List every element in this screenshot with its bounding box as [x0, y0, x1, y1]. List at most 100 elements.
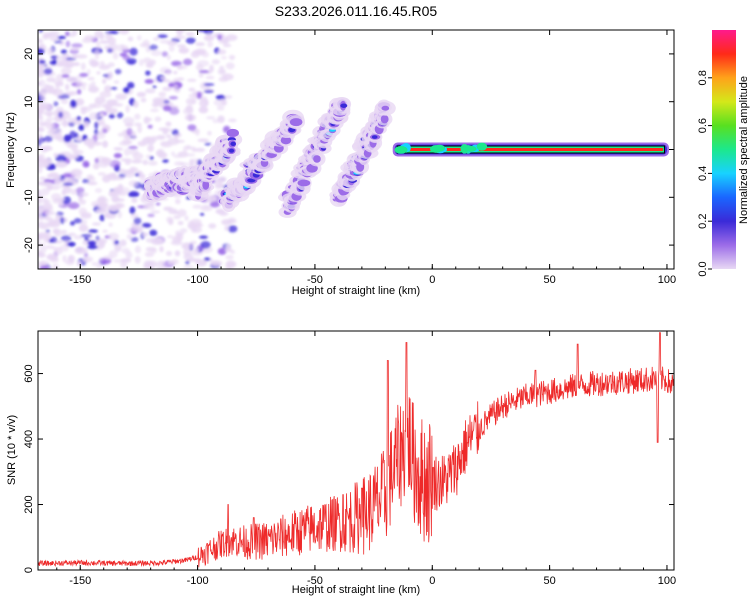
- noise-blob: [220, 98, 226, 103]
- noise-blob: [52, 88, 64, 97]
- noise-blob: [39, 176, 47, 181]
- noise-blob: [194, 248, 200, 253]
- noise-blob: [113, 153, 122, 159]
- noise-blob: [168, 208, 178, 215]
- noise-blob: [115, 93, 128, 100]
- noise-blob: [150, 108, 159, 113]
- noise-blob: [195, 147, 206, 152]
- spectrogram-x-ticks: -150 -100 -50 0 50 100: [56, 30, 676, 286]
- noise-blob: [182, 107, 194, 115]
- y-tick-label: 20: [23, 48, 35, 60]
- noise-blob: [59, 244, 70, 252]
- noise-blob: [165, 121, 172, 127]
- noise-blob: [153, 99, 165, 106]
- noise-blob: [41, 145, 49, 153]
- noise-blob: [145, 70, 151, 76]
- noise-blob: [93, 61, 100, 67]
- noise-blob: [96, 261, 102, 269]
- noise-blob: [124, 122, 134, 127]
- noise-blob: [80, 233, 92, 238]
- noise-blob: [111, 194, 120, 203]
- noise-blob: [198, 106, 209, 114]
- noise-blob: [134, 245, 142, 254]
- noise-blob: [65, 259, 75, 266]
- noise-blob: [208, 223, 217, 229]
- noise-blob: [144, 88, 156, 94]
- noise-blob: [144, 251, 155, 257]
- noise-blob: [79, 199, 87, 205]
- noise-blob: [94, 187, 103, 194]
- noise-blob: [198, 72, 204, 78]
- noise-blob: [160, 265, 168, 269]
- noise-blob: [38, 197, 49, 204]
- noise-blob: [126, 58, 137, 65]
- noise-blob: [210, 260, 223, 267]
- spectrogram-noise-layer: [38, 30, 238, 269]
- noise-blob: [171, 129, 179, 136]
- noise-blob: [149, 229, 158, 237]
- noise-blob: [82, 160, 90, 168]
- noise-blob: [215, 208, 225, 215]
- noise-blob: [104, 212, 113, 217]
- noise-blob: [102, 174, 111, 183]
- noise-blob: [110, 86, 118, 90]
- noise-blob: [133, 217, 142, 225]
- noise-blob: [149, 155, 154, 161]
- noise-blob: [38, 79, 46, 87]
- noise-blob: [53, 198, 62, 202]
- noise-blob: [69, 130, 77, 139]
- noise-blob: [168, 82, 175, 88]
- noise-blob: [102, 255, 114, 261]
- noise-blob: [104, 33, 113, 41]
- noise-blob: [92, 162, 100, 170]
- noise-blob: [114, 244, 122, 252]
- noise-blob: [205, 76, 215, 80]
- colorbar-tick-label: 0.6: [697, 118, 709, 133]
- track-blob: [226, 128, 239, 138]
- noise-blob: [45, 235, 50, 240]
- noise-blob: [38, 138, 42, 147]
- noise-blob: [38, 216, 47, 220]
- noise-blob: [50, 236, 58, 243]
- noise-blob: [217, 247, 227, 255]
- noise-blob: [161, 51, 169, 57]
- noise-blob: [147, 144, 155, 152]
- noise-blob: [185, 153, 196, 157]
- noise-blob: [87, 143, 95, 149]
- noise-blob: [88, 86, 100, 93]
- noise-blob: [109, 160, 121, 168]
- noise-blob: [44, 211, 56, 216]
- noise-blob: [158, 127, 170, 132]
- noise-blob: [38, 68, 45, 73]
- noise-blob: [162, 86, 173, 92]
- noise-blob: [78, 224, 89, 232]
- noise-blob: [182, 265, 195, 269]
- snr-clip: [38, 332, 674, 568]
- noise-blob: [221, 55, 228, 60]
- y-tick-label: 0: [23, 567, 35, 573]
- noise-blob: [131, 198, 138, 203]
- noise-blob: [137, 125, 142, 134]
- noise-blob: [51, 175, 61, 180]
- noise-blob: [126, 227, 134, 233]
- noise-blob: [95, 45, 103, 50]
- x-tick-label: 0: [429, 274, 435, 286]
- noise-blob: [174, 161, 185, 166]
- noise-blob: [106, 48, 114, 53]
- noise-blob: [177, 209, 187, 217]
- noise-blob: [117, 132, 124, 137]
- noise-blob: [209, 201, 220, 208]
- noise-blob: [101, 157, 110, 163]
- noise-blob: [192, 50, 199, 55]
- colorbar-tick-label: 0.0: [697, 261, 709, 276]
- noise-blob: [99, 90, 112, 98]
- noise-blob: [183, 145, 188, 153]
- noise-blob: [40, 87, 47, 95]
- noise-blob: [228, 118, 237, 123]
- noise-blob: [114, 68, 122, 75]
- noise-blob: [74, 132, 79, 139]
- noise-blob: [185, 260, 190, 265]
- noise-blob: [62, 196, 72, 205]
- noise-blob: [188, 87, 196, 92]
- track-core: [340, 103, 348, 108]
